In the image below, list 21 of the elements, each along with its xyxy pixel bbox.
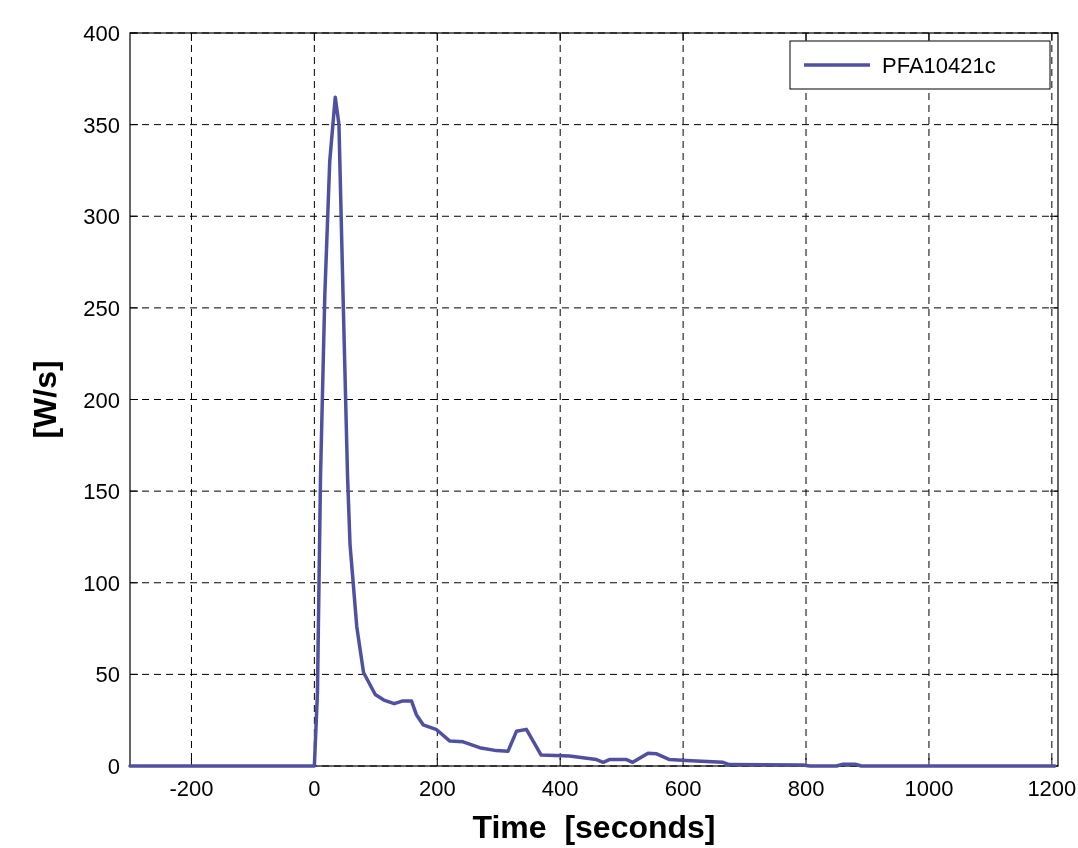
x-tick-label: 400	[541, 776, 579, 801]
y-tick-label: 400	[83, 21, 120, 46]
x-tick-label: 600	[664, 776, 702, 801]
x-axis-title: Time [seconds]	[472, 809, 716, 845]
x-tick-label: 200	[418, 776, 456, 801]
y-tick-label: 0	[107, 754, 120, 779]
y-tick-label: 350	[83, 112, 120, 138]
y-tick-label: 200	[83, 387, 120, 413]
y-tick-label: 100	[83, 570, 120, 596]
x-tick-label: 1200	[1027, 776, 1077, 801]
x-tick-label: 0	[308, 776, 321, 801]
x-tick-label: 800	[787, 776, 825, 801]
x-tick-label: 1000	[904, 776, 954, 801]
x-tick-label: -200	[169, 776, 214, 801]
y-tick-label: 250	[83, 295, 120, 321]
y-tick-label: 300	[83, 204, 120, 230]
line-series	[128, 95, 1057, 768]
y-axis-title: [W/s]	[27, 360, 63, 439]
legend-label: PFA10421c	[882, 53, 996, 78]
y-tick-label: 50	[95, 662, 120, 688]
y-tick-label: 150	[83, 479, 120, 505]
